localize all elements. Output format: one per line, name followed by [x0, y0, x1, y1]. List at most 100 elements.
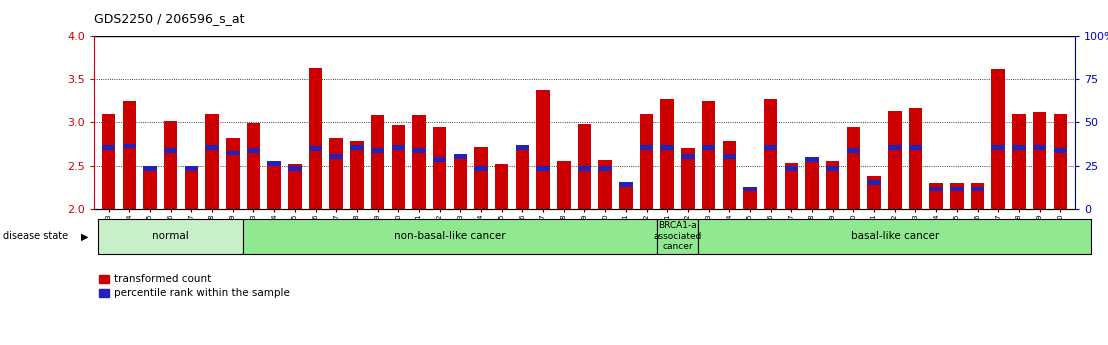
Bar	[1054, 114, 1067, 209]
Legend: transformed count, percentile rank within the sample: transformed count, percentile rank withi…	[100, 274, 290, 298]
Bar	[598, 166, 612, 171]
Bar	[123, 144, 136, 148]
Bar	[1054, 148, 1067, 152]
Bar	[639, 145, 654, 150]
Bar	[391, 125, 406, 209]
Text: BRCA1-a
associated
cancer: BRCA1-a associated cancer	[654, 221, 701, 251]
Bar	[433, 157, 447, 162]
Bar	[868, 176, 881, 209]
Bar	[868, 180, 881, 185]
Bar	[660, 145, 674, 150]
Bar	[784, 163, 798, 209]
Bar	[288, 166, 301, 171]
Bar	[930, 187, 943, 191]
Bar	[391, 145, 406, 150]
Bar	[288, 164, 301, 209]
Bar	[329, 138, 343, 209]
Text: non-basal-like cancer: non-basal-like cancer	[394, 231, 506, 241]
Text: basal-like cancer: basal-like cancer	[851, 231, 938, 241]
Text: disease state: disease state	[3, 231, 69, 241]
Bar	[619, 185, 633, 209]
Bar	[888, 145, 902, 150]
Bar	[536, 166, 550, 171]
Bar	[309, 68, 322, 209]
Bar	[243, 219, 657, 254]
Bar	[951, 183, 964, 209]
Bar	[701, 101, 716, 209]
Bar	[909, 108, 922, 209]
Bar	[806, 157, 819, 162]
Bar	[309, 146, 322, 151]
Bar	[681, 148, 695, 209]
Bar	[453, 154, 468, 159]
Bar	[433, 127, 447, 209]
Bar	[909, 145, 922, 150]
Bar	[1033, 112, 1046, 209]
Bar	[102, 145, 115, 150]
Bar	[474, 147, 488, 209]
Bar	[226, 150, 239, 155]
Bar	[722, 141, 736, 209]
Bar	[247, 148, 260, 152]
Bar	[371, 115, 384, 209]
Bar	[185, 166, 198, 209]
Bar	[657, 219, 698, 254]
Bar	[515, 147, 530, 209]
Bar	[722, 154, 736, 159]
Bar	[971, 183, 984, 209]
Bar	[371, 148, 384, 152]
Bar	[701, 145, 716, 150]
Bar	[825, 161, 840, 209]
Bar	[247, 123, 260, 209]
Bar	[226, 138, 239, 209]
Bar	[267, 161, 281, 209]
Bar	[143, 166, 156, 171]
Bar	[205, 114, 218, 209]
Bar	[763, 145, 778, 150]
Bar	[350, 141, 363, 209]
Bar	[495, 164, 509, 209]
Bar	[123, 101, 136, 209]
Bar	[743, 187, 757, 191]
Bar	[1013, 114, 1026, 209]
Bar	[743, 187, 757, 209]
Bar	[536, 90, 550, 209]
Bar	[329, 154, 343, 159]
Bar	[185, 166, 198, 171]
Bar	[102, 114, 115, 209]
Bar	[660, 99, 674, 209]
Bar	[951, 187, 964, 191]
Bar	[557, 161, 571, 209]
Bar	[515, 145, 530, 150]
Bar	[681, 154, 695, 159]
Bar	[412, 115, 425, 209]
Bar	[350, 145, 363, 150]
Bar	[453, 155, 468, 209]
Bar	[474, 166, 488, 171]
Bar	[598, 159, 612, 209]
Bar	[784, 166, 798, 171]
Bar	[806, 157, 819, 209]
Bar	[164, 121, 177, 209]
Bar	[847, 148, 860, 152]
Bar	[992, 145, 1005, 150]
Bar	[1013, 145, 1026, 150]
Bar	[763, 99, 778, 209]
Bar	[267, 161, 281, 166]
Text: normal: normal	[152, 231, 189, 241]
Text: ▶: ▶	[81, 231, 89, 241]
Bar	[971, 187, 984, 191]
Text: GDS2250 / 206596_s_at: GDS2250 / 206596_s_at	[94, 12, 245, 25]
Bar	[930, 183, 943, 209]
Bar	[888, 111, 902, 209]
Bar	[1033, 145, 1046, 150]
Bar	[992, 69, 1005, 209]
Bar	[577, 166, 592, 171]
Bar	[577, 124, 592, 209]
Bar	[619, 183, 633, 187]
Bar	[698, 219, 1091, 254]
Bar	[164, 148, 177, 152]
Bar	[143, 166, 156, 209]
Bar	[412, 148, 425, 152]
Bar	[205, 145, 218, 150]
